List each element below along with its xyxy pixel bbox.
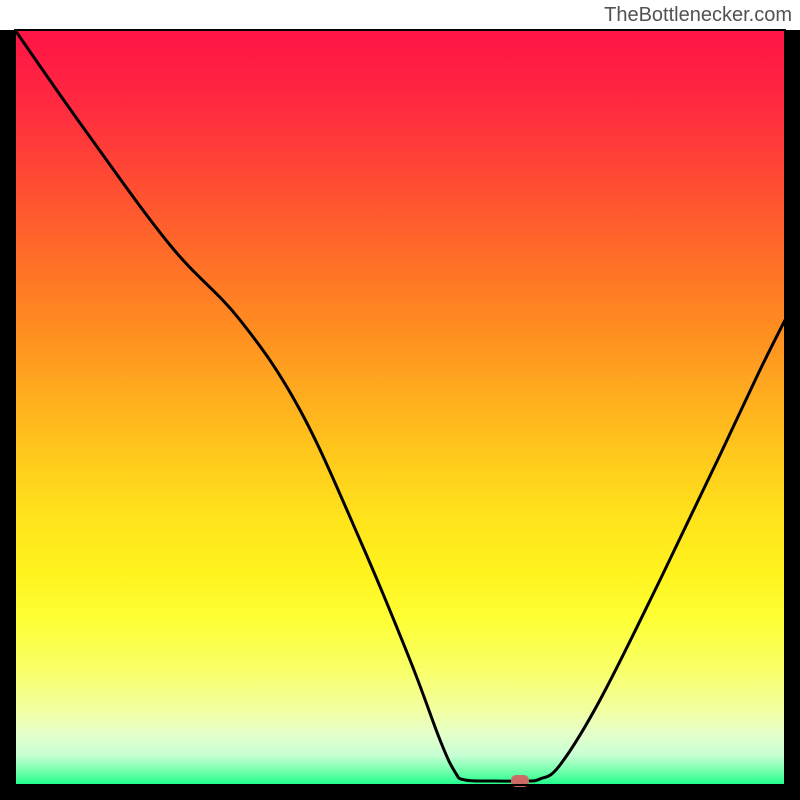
plot-gradient	[15, 30, 785, 785]
outer-black-bottom	[0, 785, 800, 800]
outer-black-left	[0, 30, 15, 800]
chart-svg	[0, 0, 800, 800]
bottleneck-chart: TheBottlenecker.com	[0, 0, 800, 800]
watermark-text: TheBottlenecker.com	[604, 4, 792, 27]
outer-black-right	[785, 30, 800, 800]
